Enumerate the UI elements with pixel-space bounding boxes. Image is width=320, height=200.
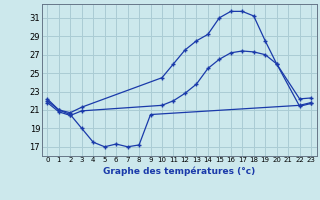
- X-axis label: Graphe des températures (°c): Graphe des températures (°c): [103, 166, 255, 176]
